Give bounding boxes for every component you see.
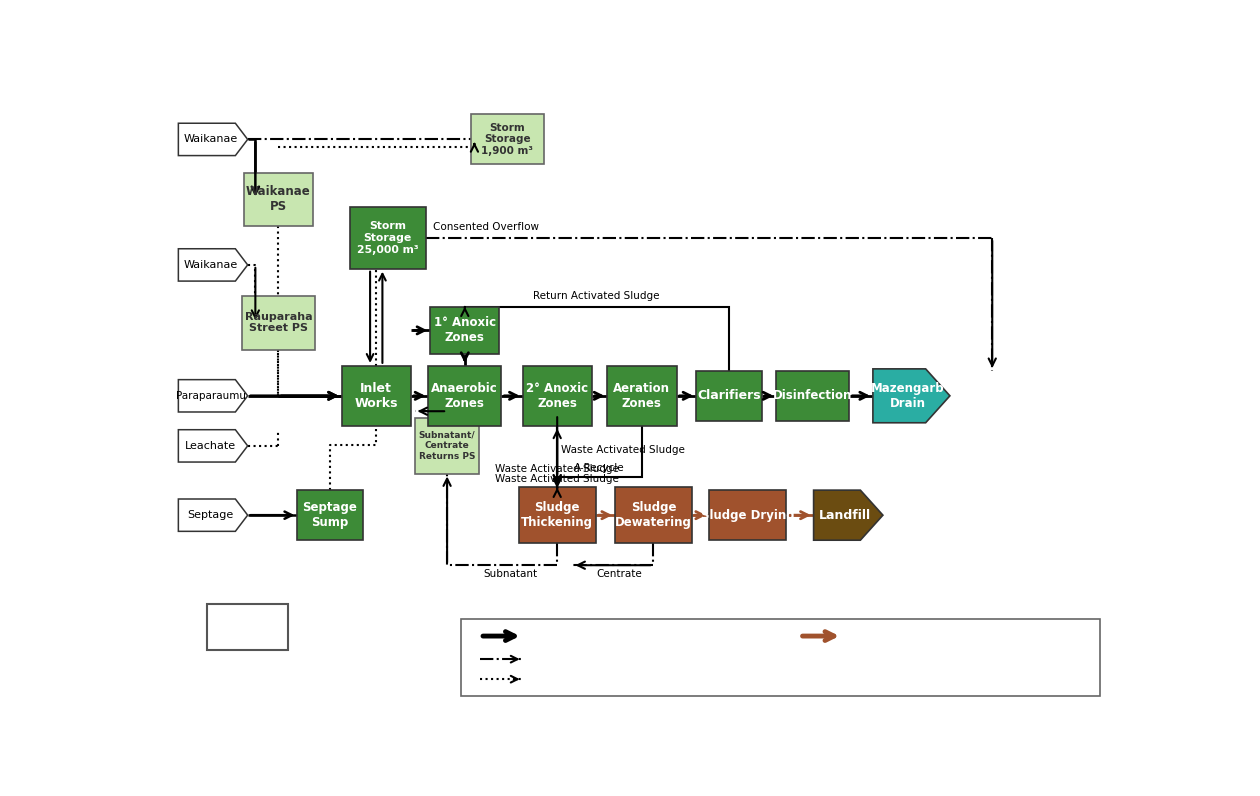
Bar xyxy=(242,296,315,349)
Bar xyxy=(428,366,501,426)
Text: 2° Anoxic
Zones: 2° Anoxic Zones xyxy=(527,382,588,410)
Text: Sludge Drying: Sludge Drying xyxy=(701,509,794,521)
Text: Main Flow: Main Flow xyxy=(530,630,588,642)
Bar xyxy=(697,371,761,421)
Polygon shape xyxy=(179,499,248,532)
Text: Inlet
Works: Inlet Works xyxy=(354,382,398,410)
Bar xyxy=(615,487,692,543)
Bar xyxy=(244,173,312,226)
Text: Storm
Storage
1,900 m³: Storm Storage 1,900 m³ xyxy=(481,123,533,156)
Text: Subnatant: Subnatant xyxy=(484,569,538,579)
Text: Paraparaumu: Paraparaumu xyxy=(175,391,246,401)
Bar xyxy=(430,306,499,354)
Bar xyxy=(607,366,677,426)
Text: Aeration
Zones: Aeration Zones xyxy=(614,382,670,410)
Text: Clarifiers: Clarifiers xyxy=(697,389,761,402)
Bar xyxy=(350,207,426,269)
Bar xyxy=(709,490,786,540)
Bar xyxy=(470,115,544,165)
Text: 1° Anoxic
Zones: 1° Anoxic Zones xyxy=(433,316,496,345)
Text: Waste Activated Sludge: Waste Activated Sludge xyxy=(495,474,619,485)
Polygon shape xyxy=(179,430,248,462)
Bar xyxy=(207,603,289,650)
Text: Sludge
Thickening: Sludge Thickening xyxy=(522,501,593,529)
Text: Consented Overflow: Consented Overflow xyxy=(433,222,539,232)
Text: Intermittent Gravity Flow: Intermittent Gravity Flow xyxy=(530,653,679,665)
Text: Waikanae: Waikanae xyxy=(184,135,238,144)
Bar xyxy=(415,418,479,474)
Text: Anaerobic
Zones: Anaerobic Zones xyxy=(431,382,498,410)
Bar xyxy=(519,487,596,543)
Polygon shape xyxy=(179,123,248,155)
Text: Leachate: Leachate xyxy=(185,441,236,451)
Text: Waikanae
PS: Waikanae PS xyxy=(246,185,311,213)
Text: Centrate: Centrate xyxy=(596,569,641,579)
Bar xyxy=(523,366,592,426)
Text: Solids Stream (Sludge): Solids Stream (Sludge) xyxy=(849,630,985,642)
Text: Septage: Septage xyxy=(188,510,233,520)
Text: Intermittent Pumped Flow: Intermittent Pumped Flow xyxy=(530,673,684,685)
Bar xyxy=(297,490,363,540)
Polygon shape xyxy=(179,248,248,281)
Text: Sludge
Dewatering: Sludge Dewatering xyxy=(615,501,692,529)
Text: Rauparaha
Street PS: Rauparaha Street PS xyxy=(244,312,312,334)
Text: Subnatant/
Centrate
Returns PS: Subnatant/ Centrate Returns PS xyxy=(418,431,475,461)
Text: Disinfection: Disinfection xyxy=(774,389,853,402)
Polygon shape xyxy=(873,369,950,423)
Text: Waste Activated Sludge: Waste Activated Sludge xyxy=(561,445,685,455)
Text: Waste Activated Sludge: Waste Activated Sludge xyxy=(495,463,619,474)
Text: Waikanae: Waikanae xyxy=(184,260,238,270)
Text: Mazengarb
Drain: Mazengarb Drain xyxy=(871,382,945,410)
Text: Storm
Storage
25,000 m³: Storm Storage 25,000 m³ xyxy=(357,221,418,255)
Text: Septage
Sump: Septage Sump xyxy=(302,501,358,529)
Text: A-Recycle: A-Recycle xyxy=(575,462,625,473)
Polygon shape xyxy=(814,490,883,540)
Bar xyxy=(461,619,1100,696)
Text: Landfill: Landfill xyxy=(819,509,871,521)
Polygon shape xyxy=(179,380,248,412)
Bar xyxy=(776,371,849,421)
Bar xyxy=(341,366,411,426)
Text: Return Activated Sludge: Return Activated Sludge xyxy=(533,291,660,301)
